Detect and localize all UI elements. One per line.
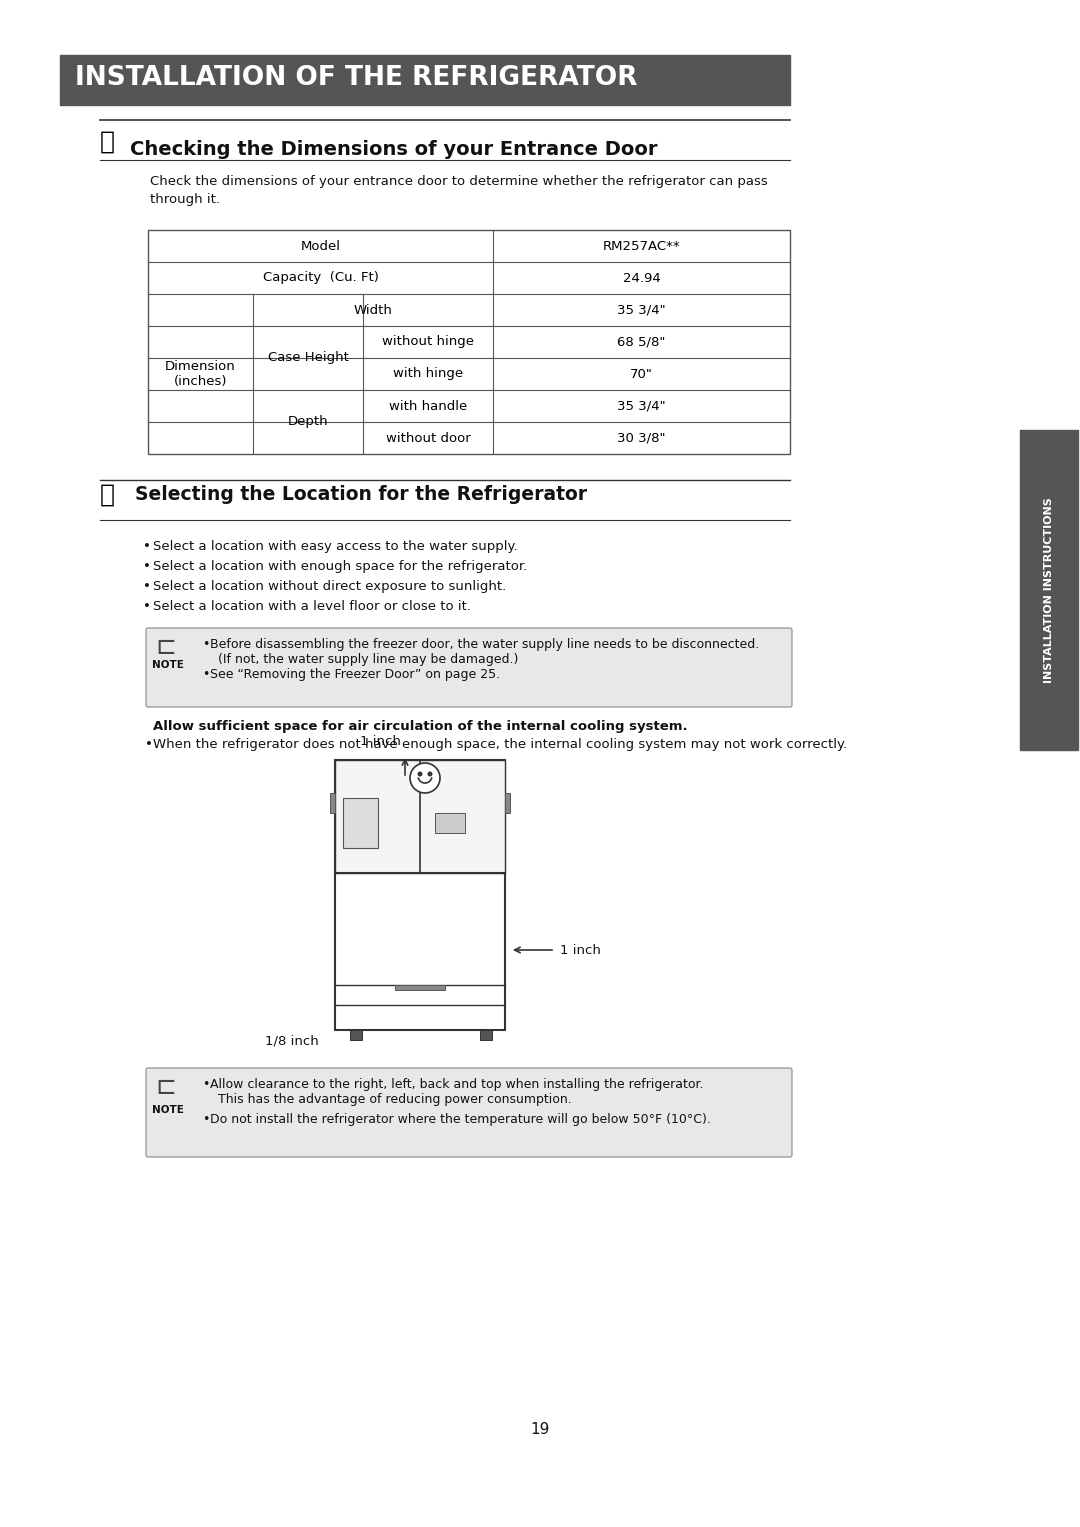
Text: RM257AC**: RM257AC** <box>603 240 680 252</box>
Text: When the refrigerator does not have enough space, the internal cooling system ma: When the refrigerator does not have enou… <box>153 738 847 751</box>
Text: 35 3/4": 35 3/4" <box>617 304 665 316</box>
Bar <box>395 985 445 989</box>
Text: Dimension
(inches): Dimension (inches) <box>165 360 235 388</box>
Text: •: • <box>145 738 153 751</box>
Text: •: • <box>202 638 210 651</box>
Text: Select a location without direct exposure to sunlight.: Select a location without direct exposur… <box>153 580 507 592</box>
Text: without hinge: without hinge <box>382 336 474 348</box>
Text: Width: Width <box>353 304 392 316</box>
Text: Checking the Dimensions of your Entrance Door: Checking the Dimensions of your Entrance… <box>130 140 658 159</box>
Text: 35 3/4": 35 3/4" <box>617 400 665 412</box>
Bar <box>148 231 789 454</box>
Bar <box>435 812 465 834</box>
Bar <box>335 760 505 1031</box>
Text: Depth: Depth <box>287 415 328 429</box>
Text: Allow sufficient space for air circulation of the internal cooling system.: Allow sufficient space for air circulati… <box>153 721 688 733</box>
Text: with hinge: with hinge <box>393 368 463 380</box>
Text: 68 5/8": 68 5/8" <box>618 336 665 348</box>
Text: 🔔: 🔔 <box>100 483 114 507</box>
Text: 1/8 inch: 1/8 inch <box>265 1035 319 1048</box>
Bar <box>1020 431 1078 750</box>
Circle shape <box>410 764 440 793</box>
Text: NOTE: NOTE <box>152 660 184 670</box>
Text: Model: Model <box>300 240 340 252</box>
Text: 🔔: 🔔 <box>100 130 114 154</box>
Text: Select a location with easy access to the water supply.: Select a location with easy access to th… <box>153 541 517 553</box>
FancyBboxPatch shape <box>146 1067 792 1157</box>
Bar <box>480 1031 492 1040</box>
Text: NOTE: NOTE <box>152 1106 184 1115</box>
Text: See “Removing the Freezer Door” on page 25.: See “Removing the Freezer Door” on page … <box>210 667 500 681</box>
Text: 24.94: 24.94 <box>623 272 660 284</box>
Text: •: • <box>143 560 151 573</box>
Text: •: • <box>143 541 151 553</box>
Text: •: • <box>143 600 151 612</box>
Bar <box>335 760 505 873</box>
Circle shape <box>418 771 422 777</box>
Text: Case Height: Case Height <box>268 351 349 365</box>
Text: INSTALLATION OF THE REFRIGERATOR: INSTALLATION OF THE REFRIGERATOR <box>75 66 637 92</box>
Bar <box>505 793 510 812</box>
Text: Capacity  (Cu. Ft): Capacity (Cu. Ft) <box>262 272 378 284</box>
Text: Do not install the refrigerator where the temperature will go below 50°F (10°C).: Do not install the refrigerator where th… <box>210 1113 711 1125</box>
Text: 70": 70" <box>630 368 653 380</box>
Text: Before disassembling the freezer door, the water supply line needs to be disconn: Before disassembling the freezer door, t… <box>210 638 759 666</box>
Text: ⊏: ⊏ <box>156 1075 176 1099</box>
Bar <box>60 55 789 105</box>
Text: •: • <box>202 1078 210 1090</box>
Text: Allow clearance to the right, left, back and top when installing the refrigerato: Allow clearance to the right, left, back… <box>210 1078 703 1106</box>
Text: with handle: with handle <box>389 400 468 412</box>
Bar <box>350 1031 362 1040</box>
Text: 1 inch: 1 inch <box>561 944 600 956</box>
Bar <box>343 799 378 847</box>
Text: INSTALLATION INSTRUCTIONS: INSTALLATION INSTRUCTIONS <box>1044 498 1054 683</box>
Text: Select a location with a level floor or close to it.: Select a location with a level floor or … <box>153 600 471 612</box>
Text: •: • <box>202 667 210 681</box>
Text: Check the dimensions of your entrance door to determine whether the refrigerator: Check the dimensions of your entrance do… <box>150 176 768 206</box>
Circle shape <box>428 771 432 777</box>
Text: Select a location with enough space for the refrigerator.: Select a location with enough space for … <box>153 560 527 573</box>
Text: 19: 19 <box>530 1423 550 1437</box>
Text: 30 3/8": 30 3/8" <box>618 432 665 444</box>
Text: •: • <box>202 1113 210 1125</box>
Text: •: • <box>143 580 151 592</box>
Text: ⊏: ⊏ <box>156 635 176 660</box>
Text: Selecting the Location for the Refrigerator: Selecting the Location for the Refrigera… <box>135 486 588 504</box>
FancyBboxPatch shape <box>146 628 792 707</box>
Bar <box>330 793 335 812</box>
Text: 1 inch: 1 inch <box>360 734 401 748</box>
Text: without door: without door <box>386 432 471 444</box>
